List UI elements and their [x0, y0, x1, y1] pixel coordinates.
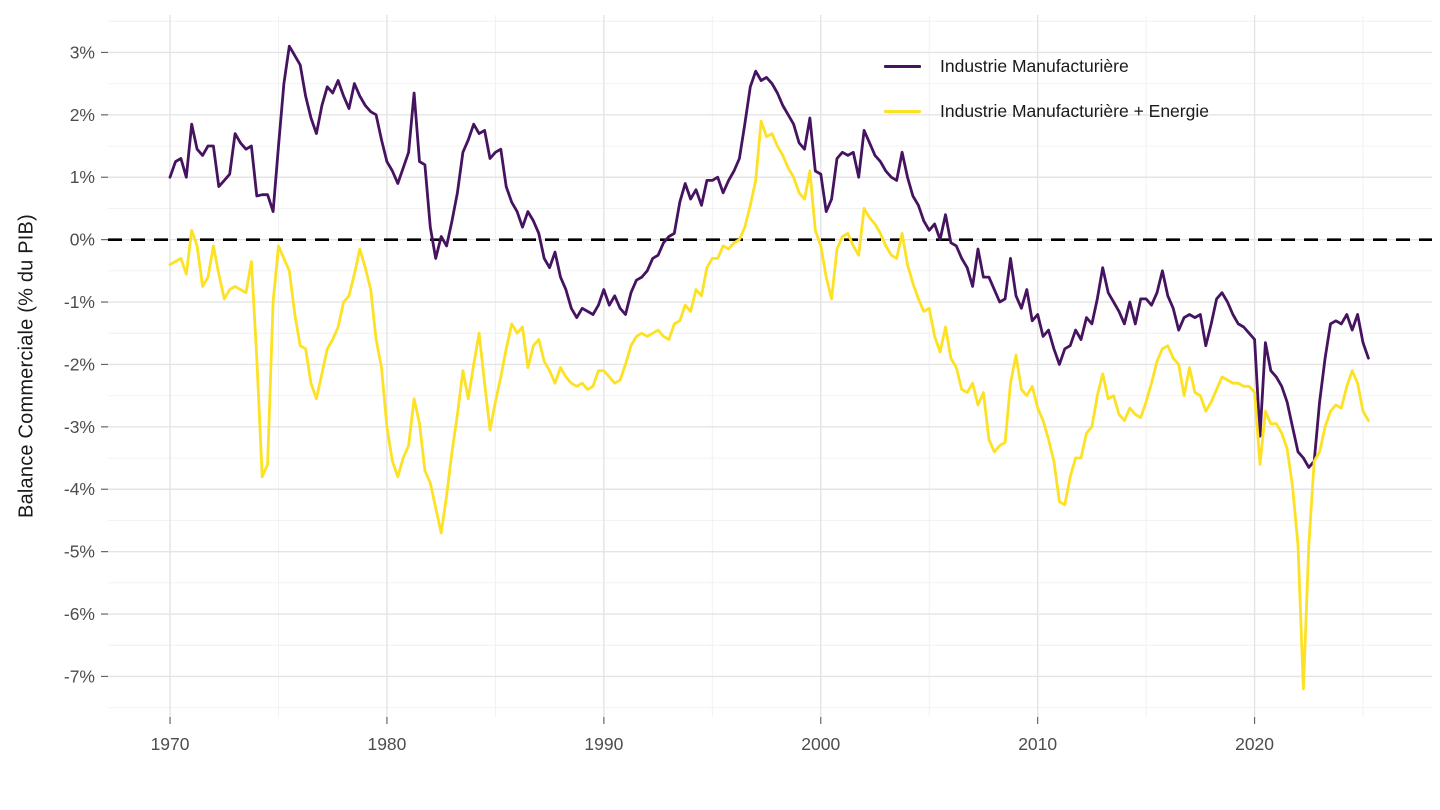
legend-swatch-manufacturing-energy [884, 109, 921, 114]
x-axis-tick-label: 2010 [1018, 734, 1057, 754]
y-axis-tick-label: -3% [64, 417, 95, 437]
y-axis-tick-label: 2% [70, 105, 95, 125]
y-axis-tick-label: 0% [70, 230, 95, 250]
legend: Industrie Manufacturière Industrie Manuf… [884, 44, 1209, 134]
y-axis-tick-label: -7% [64, 666, 95, 686]
x-axis-tick-label: 1990 [584, 734, 623, 754]
y-axis-tick-label: -1% [64, 292, 95, 312]
x-axis-tick-label: 1980 [367, 734, 406, 754]
y-axis-tick-label: 3% [70, 42, 95, 62]
x-axis-tick-label: 1970 [151, 734, 190, 754]
y-axis-tick-label: -4% [64, 479, 95, 499]
legend-item-manufacturing-energy: Industrie Manufacturière + Energie [884, 89, 1209, 134]
legend-label-manufacturing-energy: Industrie Manufacturière + Energie [940, 101, 1209, 121]
y-axis-tick-label: -6% [64, 604, 95, 624]
y-axis-title: Balance Commerciale (% du PIB) [15, 214, 38, 518]
y-axis-tick-label: 1% [70, 167, 95, 187]
legend-swatch-manufacturing [884, 64, 921, 69]
legend-item-manufacturing: Industrie Manufacturière [884, 44, 1209, 89]
y-axis-tick-label: -2% [64, 354, 95, 374]
y-axis-tick-label: -5% [64, 542, 95, 562]
series-line-manufacturing-energy [168, 119, 1370, 691]
series-line-manufacturing [168, 44, 1370, 469]
x-axis-tick-label: 2000 [801, 734, 840, 754]
x-axis-tick-label: 2020 [1235, 734, 1274, 754]
legend-label-manufacturing: Industrie Manufacturière [940, 56, 1129, 76]
